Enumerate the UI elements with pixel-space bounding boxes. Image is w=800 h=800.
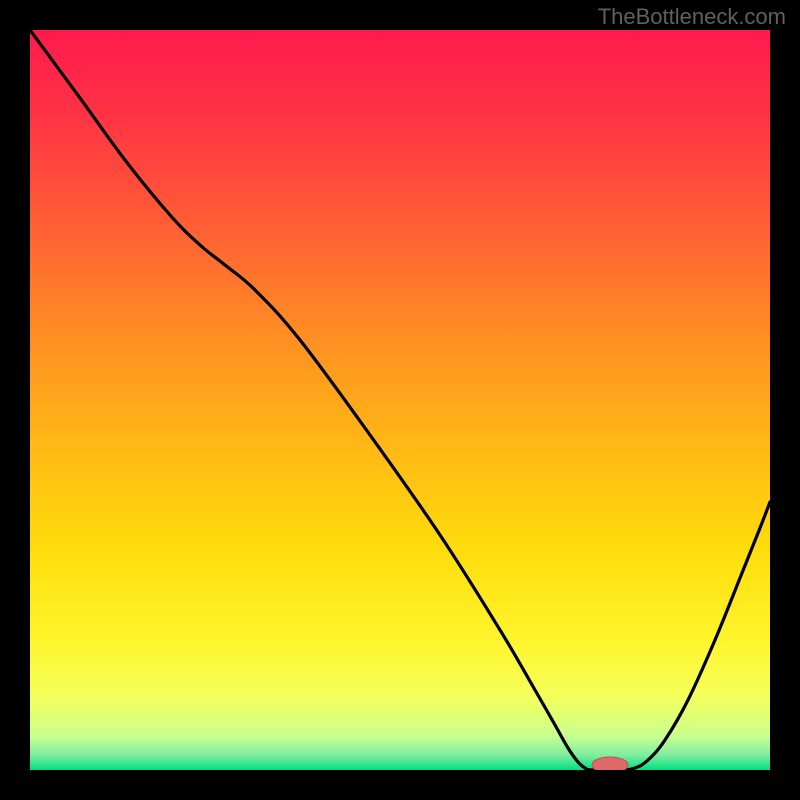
chart-svg <box>30 30 770 770</box>
chart-background <box>30 30 770 770</box>
optimal-marker <box>592 757 628 770</box>
chart-plot-area <box>30 30 770 770</box>
watermark-text: TheBottleneck.com <box>598 4 786 30</box>
